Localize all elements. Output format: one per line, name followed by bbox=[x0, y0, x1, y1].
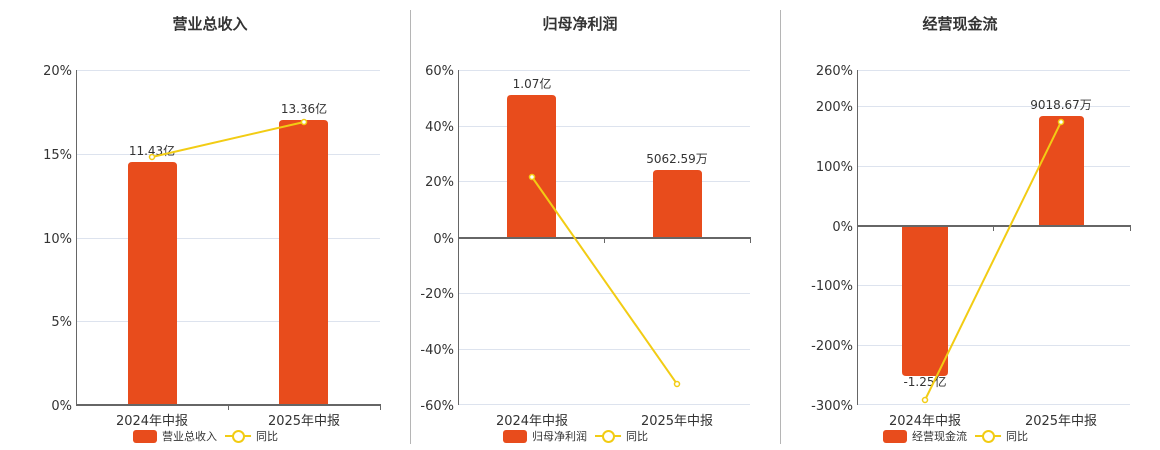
yoy-point[interactable] bbox=[1057, 118, 1065, 126]
x-tick: 2025年中报 bbox=[1025, 414, 1097, 429]
gridlines bbox=[77, 70, 380, 322]
x-axis-labels: 2024年中报 2025年中报 bbox=[889, 414, 1097, 429]
net-profit-chart-plot: 60% 40% 20% 0% -20% -40% -60% 1.07亿 5062… bbox=[420, 64, 751, 429]
yoy-line bbox=[924, 121, 1062, 401]
yoy-point[interactable] bbox=[148, 153, 156, 161]
x-tick: 2025年中报 bbox=[268, 414, 340, 429]
y-tick: 20% bbox=[43, 64, 72, 79]
revenue-chart-panel: 营业总收入 20% 15% 10% 5% 0% 11.43亿 13.36亿 bbox=[0, 0, 400, 450]
legend-bar-label[interactable]: 营业总收入 bbox=[162, 430, 217, 443]
bar-label: 1.07亿 bbox=[513, 76, 552, 91]
x-tick: 2025年中报 bbox=[641, 414, 713, 429]
y-tick: 0% bbox=[832, 220, 853, 235]
legend-line-label[interactable]: 同比 bbox=[1006, 430, 1028, 443]
legend-bar-label[interactable]: 归母净利润 bbox=[532, 430, 587, 443]
x-axis-labels: 2024年中报 2025年中报 bbox=[116, 414, 340, 429]
bar-2024[interactable] bbox=[902, 226, 948, 376]
legend-bar-swatch[interactable] bbox=[883, 429, 907, 443]
bar-label: 5062.59万 bbox=[646, 152, 708, 166]
bar-2025[interactable] bbox=[1039, 116, 1084, 226]
y-tick: -200% bbox=[811, 339, 853, 354]
chart-title: 营业总收入 bbox=[172, 15, 248, 33]
y-tick: 15% bbox=[43, 148, 72, 163]
bar-2024[interactable] bbox=[128, 162, 177, 405]
y-tick: 0% bbox=[433, 232, 454, 247]
gridlines bbox=[858, 70, 1130, 405]
y-axis-ticks: 260% 200% 100% 0% -100% -200% -300% bbox=[811, 64, 853, 414]
y-tick: 10% bbox=[43, 232, 72, 247]
legend-bar-swatch[interactable] bbox=[503, 429, 527, 443]
y-tick: 260% bbox=[816, 64, 853, 79]
y-tick: 5% bbox=[51, 315, 72, 330]
y-tick: 20% bbox=[425, 175, 454, 190]
legend-line-label[interactable]: 同比 bbox=[256, 430, 278, 443]
yoy-line bbox=[531, 176, 678, 385]
y-tick: -40% bbox=[420, 343, 454, 358]
bar-2025[interactable] bbox=[653, 170, 702, 238]
y-tick: 40% bbox=[425, 120, 454, 135]
y-tick: -100% bbox=[811, 279, 853, 294]
legend-line-label[interactable]: 同比 bbox=[626, 430, 648, 443]
y-tick: -20% bbox=[420, 287, 454, 302]
x-tick: 2024年中报 bbox=[116, 414, 188, 429]
y-tick: -300% bbox=[811, 399, 853, 414]
legend-line-icon[interactable] bbox=[975, 429, 1001, 443]
x-tick: 2024年中报 bbox=[889, 414, 961, 429]
y-axis-ticks: 20% 15% 10% 5% 0% bbox=[43, 64, 72, 414]
panel-divider bbox=[780, 10, 781, 444]
chart-title: 经营现金流 bbox=[922, 15, 998, 33]
bar-2025[interactable] bbox=[279, 120, 328, 405]
bar-label: 9018.67万 bbox=[1030, 98, 1092, 112]
y-tick: -60% bbox=[420, 399, 454, 414]
y-tick: 100% bbox=[816, 160, 853, 175]
yoy-point[interactable] bbox=[921, 396, 929, 404]
legend-bar-label[interactable]: 经营现金流 bbox=[912, 430, 967, 443]
chart-title: 归母净利润 bbox=[542, 15, 618, 33]
panel-divider bbox=[410, 10, 411, 444]
yoy-line bbox=[151, 121, 305, 158]
legend: 经营现金流 同比 bbox=[883, 428, 1028, 444]
legend: 归母净利润 同比 bbox=[503, 428, 648, 444]
legend: 营业总收入 同比 bbox=[133, 428, 278, 444]
net-profit-chart-panel: 归母净利润 60% 40% 20% 0% -20% -40% -60% 1.07… bbox=[420, 15, 751, 444]
yoy-point[interactable] bbox=[528, 173, 536, 181]
y-axis-ticks: 60% 40% 20% 0% -20% -40% -60% bbox=[420, 64, 454, 414]
bar-label: -1.25亿 bbox=[903, 374, 946, 389]
x-tick: 2024年中报 bbox=[496, 414, 568, 429]
bar-2024[interactable] bbox=[507, 95, 556, 238]
legend-line-icon[interactable] bbox=[225, 429, 251, 443]
yoy-point[interactable] bbox=[300, 118, 308, 126]
y-tick: 200% bbox=[816, 100, 853, 115]
yoy-point[interactable] bbox=[673, 380, 681, 388]
x-axis-labels: 2024年中报 2025年中报 bbox=[496, 414, 713, 429]
y-tick: 0% bbox=[51, 399, 72, 414]
legend-bar-swatch[interactable] bbox=[133, 429, 157, 443]
y-tick: 60% bbox=[425, 64, 454, 79]
legend-line-icon[interactable] bbox=[595, 429, 621, 443]
bar-value-labels: 1.07亿 5062.59万 bbox=[513, 76, 708, 166]
revenue-chart-plot: 20% 15% 10% 5% 0% 11.43亿 13.36亿 2024年中报 … bbox=[43, 64, 381, 429]
bar-label: 13.36亿 bbox=[281, 101, 327, 116]
